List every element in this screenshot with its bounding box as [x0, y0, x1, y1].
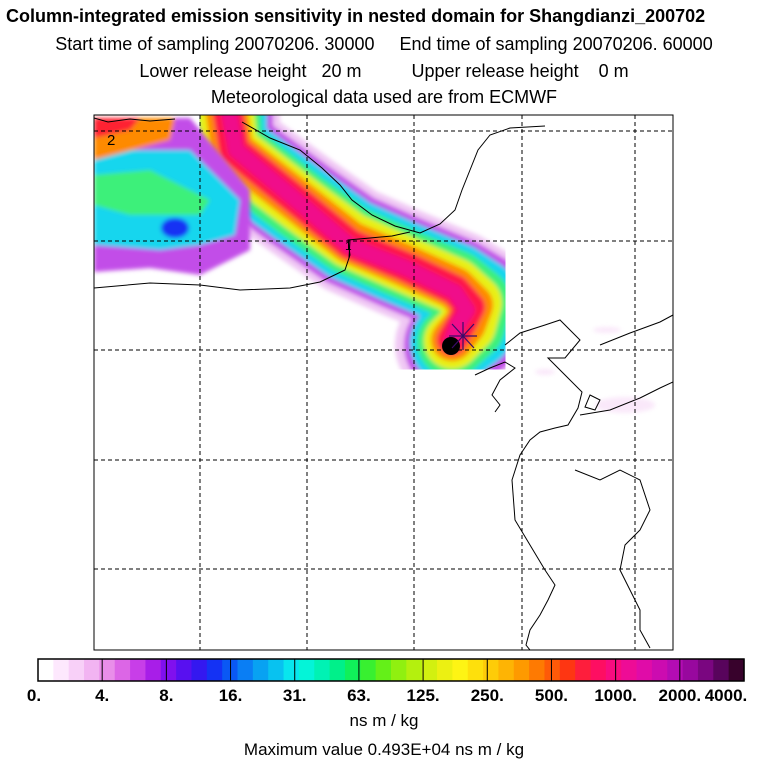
colorbar-swatch [651, 659, 668, 681]
colorbar-swatch [575, 659, 592, 681]
faint-patch-3 [535, 369, 555, 375]
colorbar-swatch [713, 659, 730, 681]
coast-sea-islands [584, 394, 601, 411]
plume-band-pink [221, 115, 475, 348]
colorbar-swatch [130, 659, 147, 681]
coast-north [241, 121, 546, 234]
maximum-value-label: Maximum value 0.493E+04 ns m / kg [243, 740, 525, 759]
colorbar-swatch [421, 659, 438, 681]
colorbar-swatch [360, 659, 377, 681]
colorbar-swatch [467, 659, 484, 681]
colorbar-swatch [559, 659, 576, 681]
coast-southeast [574, 469, 651, 649]
plume-layer [94, 115, 655, 413]
coast-bohai [474, 361, 516, 413]
colorbar-swatch [252, 659, 269, 681]
colorbar-tick-label: 16. [218, 686, 243, 705]
colorbar-swatch [160, 659, 177, 681]
plot-title: Column-integrated emission sensitivity i… [6, 6, 706, 26]
colorbar-swatch [329, 659, 346, 681]
release-height-line: Lower release height 20 m Upper release … [139, 61, 629, 81]
plume-northwest-core [94, 118, 140, 138]
colorbar-swatch [344, 659, 361, 681]
colorbar-tick-label: 1000. [594, 686, 637, 705]
faint-patch-1 [593, 327, 621, 333]
colorbar-swatch [206, 659, 223, 681]
colorbar-swatch [375, 659, 392, 681]
colorbar-swatch [605, 659, 622, 681]
colorbar-swatch [728, 659, 745, 681]
units-label: ns m / kg [349, 711, 419, 730]
colorbar-swatch [483, 659, 500, 681]
grid-lines [94, 115, 673, 650]
colorbar-swatch [38, 659, 54, 681]
receptor-marker [442, 337, 460, 355]
colorbar-tick-label: 2000. [658, 686, 702, 705]
colorbar-tick-label: 4000. [704, 686, 748, 705]
coast-northwest [94, 117, 176, 123]
colorbar-swatch [529, 659, 546, 681]
colorbar-swatch [636, 659, 653, 681]
colorbar-swatch [498, 659, 515, 681]
colorbar-tick-label: 4. [95, 686, 110, 705]
colorbar-tick-label: 0. [26, 686, 42, 705]
colorbar-swatch [145, 659, 162, 681]
faint-patch-2 [595, 397, 655, 413]
map-frame [93, 114, 674, 651]
colorbar-tick-label: 500. [534, 686, 568, 705]
colorbar [38, 659, 745, 681]
colorbar-swatch [114, 659, 131, 681]
colorbar-swatch [667, 659, 684, 681]
colorbar-tick-label: 31. [282, 686, 307, 705]
trajectory-tick [348, 239, 351, 259]
release-star-icon [449, 322, 477, 350]
colorbar-frame [37, 658, 745, 682]
colorbar-swatch [682, 659, 699, 681]
coast-mongolia-border [94, 231, 411, 291]
sampling-time-line: Start time of sampling 20070206. 30000 E… [55, 34, 713, 54]
colorbar-swatch [437, 659, 453, 681]
colorbar-swatch [298, 659, 315, 681]
colorbar-swatch [99, 659, 116, 681]
colorbar-tick-label: 250. [470, 686, 504, 705]
met-data-line: Meteorological data used are from ECMWF [210, 87, 558, 107]
colorbar-swatch [513, 659, 530, 681]
colorbar-swatch [406, 659, 423, 681]
coast-northeast [599, 314, 673, 346]
colorbar-swatch [68, 659, 85, 681]
trajectory-label-1: 1 [345, 239, 352, 253]
coast-korea [504, 319, 583, 650]
colorbar-swatch [176, 659, 193, 681]
colorbar-tick-label: 63. [347, 686, 371, 705]
colorbar-swatch [84, 659, 100, 681]
plume-west-green [94, 170, 210, 215]
trajectory-label-2: 2 [107, 132, 115, 149]
colorbar-swatch [53, 659, 70, 681]
colorbar-tick-label: 125. [406, 686, 440, 705]
coast-east [579, 381, 673, 416]
colorbar-swatch [452, 659, 469, 681]
colorbar-swatch [391, 659, 407, 681]
colorbar-tick-label: 8. [159, 686, 174, 705]
plume-west-blue-core [161, 218, 189, 238]
colorbar-swatch [237, 659, 254, 681]
colorbar-swatch [283, 659, 300, 681]
colorbar-swatch [590, 659, 607, 681]
colorbar-swatch [191, 659, 208, 681]
colorbar-swatch [268, 659, 285, 681]
colorbar-swatch [621, 659, 638, 681]
coastlines [94, 117, 673, 650]
colorbar-swatch [697, 659, 714, 681]
colorbar-swatch [544, 659, 561, 681]
colorbar-swatch [314, 659, 331, 681]
